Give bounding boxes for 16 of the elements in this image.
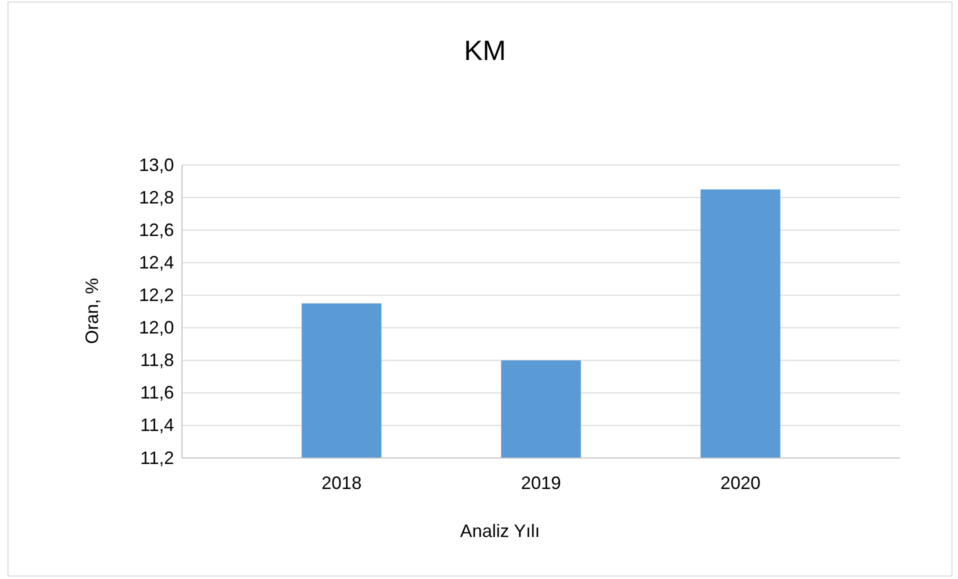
y-tick-label: 11,2 [140,448,174,468]
y-tick-label: 12,0 [138,318,174,338]
y-tick-label: 12,4 [138,252,174,272]
y-tick-label: 11,4 [140,415,174,436]
y-tick-label: 11,8 [140,350,174,370]
x-tick-label: 2020 [720,472,760,493]
x-tick-label: 2019 [520,472,562,493]
y-axis-title: Oran, % [82,278,102,344]
y-tick-label: 12,6 [138,220,174,240]
y-tick-label: 12,2 [138,284,174,305]
x-tick-label: 2018 [322,472,362,493]
y-tick-label: 11,6 [140,382,174,403]
y-tick-label: 12,8 [138,187,174,208]
x-axis-title: Analiz Yılı [460,521,540,541]
chart-title: KM [464,35,506,66]
y-tick-label: 13,0 [138,154,174,175]
